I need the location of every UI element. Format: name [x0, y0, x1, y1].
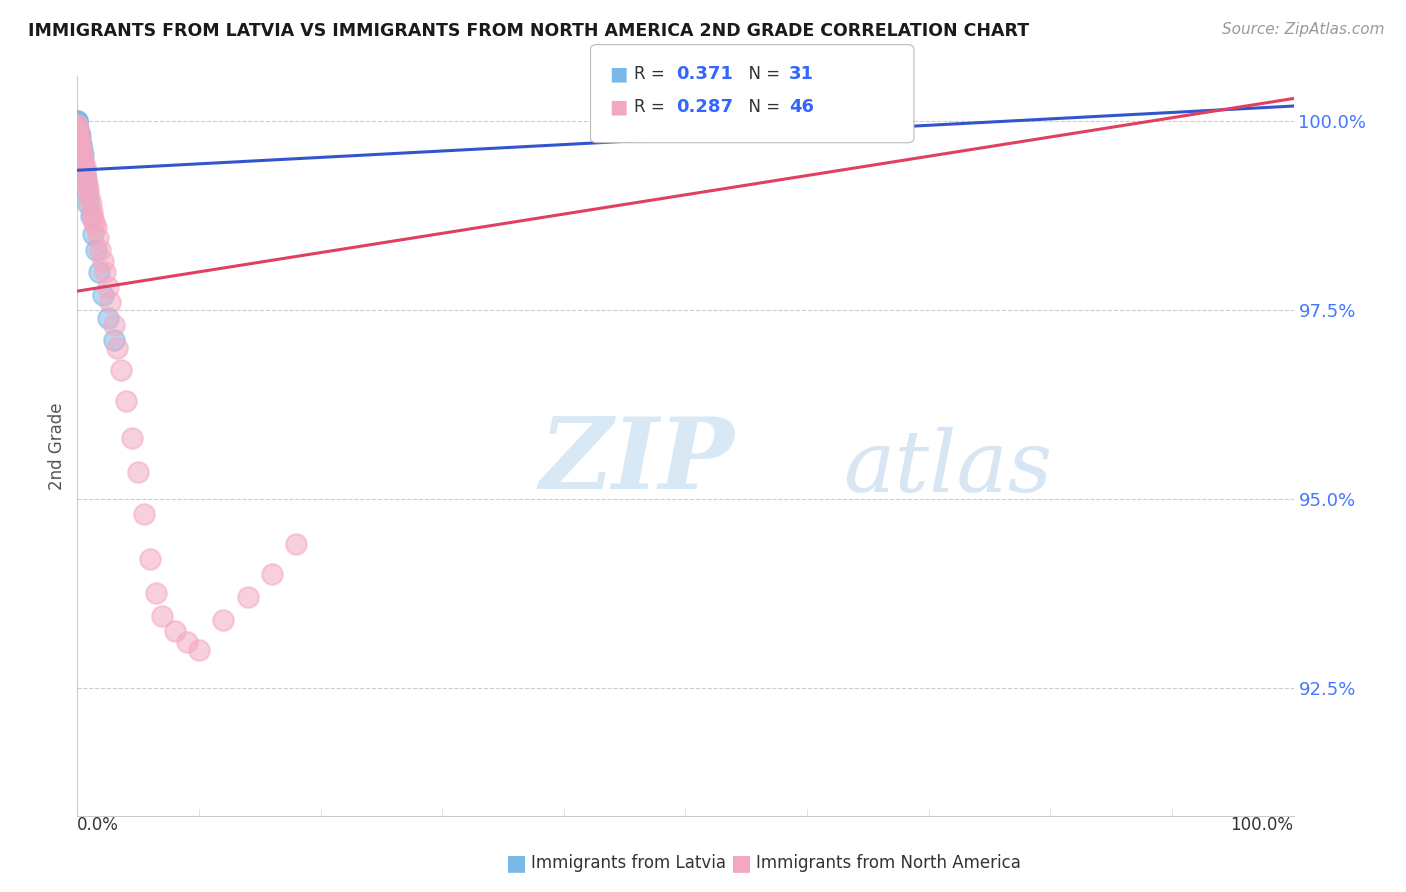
Text: 0.287: 0.287 — [676, 98, 734, 116]
Text: 100.0%: 100.0% — [1230, 816, 1294, 834]
Point — [94, 265, 117, 279]
Point — [75, 170, 97, 185]
Point — [66, 121, 89, 136]
Point — [84, 243, 107, 257]
Text: N =: N = — [738, 98, 786, 116]
Point — [73, 163, 96, 178]
Point — [103, 333, 125, 347]
Point — [66, 126, 89, 140]
Text: ■: ■ — [609, 64, 627, 84]
Point — [260, 567, 283, 582]
Point — [72, 152, 94, 166]
Point — [152, 609, 174, 624]
Point — [87, 231, 110, 245]
Text: IMMIGRANTS FROM LATVIA VS IMMIGRANTS FROM NORTH AMERICA 2ND GRADE CORRELATION CH: IMMIGRANTS FROM LATVIA VS IMMIGRANTS FRO… — [28, 22, 1029, 40]
Text: 0.0%: 0.0% — [77, 816, 120, 834]
Point — [115, 393, 138, 408]
Point — [134, 507, 156, 521]
Point — [70, 148, 93, 162]
Point — [91, 288, 114, 302]
Text: ■: ■ — [506, 854, 527, 873]
Point — [66, 126, 89, 140]
Point — [103, 318, 125, 332]
Point — [80, 204, 103, 219]
Point — [82, 212, 104, 227]
Point — [89, 243, 111, 257]
Point — [212, 613, 235, 627]
Point — [236, 590, 259, 604]
Text: 46: 46 — [789, 98, 814, 116]
Point — [97, 280, 120, 294]
Point — [127, 466, 149, 480]
Text: ■: ■ — [609, 97, 627, 117]
Point — [66, 121, 89, 136]
Point — [82, 227, 104, 242]
Point — [70, 136, 93, 151]
Point — [66, 114, 89, 128]
Point — [66, 114, 89, 128]
Point — [72, 148, 94, 162]
Point — [76, 178, 98, 193]
Point — [139, 552, 162, 566]
Point — [83, 216, 105, 230]
Point — [97, 310, 120, 325]
Point — [66, 121, 89, 136]
Text: R =: R = — [634, 98, 671, 116]
Point — [66, 121, 89, 136]
Point — [107, 341, 129, 355]
Point — [69, 136, 91, 151]
Point — [73, 167, 96, 181]
Point — [80, 209, 103, 223]
Point — [89, 265, 111, 279]
Text: Source: ZipAtlas.com: Source: ZipAtlas.com — [1222, 22, 1385, 37]
Point — [163, 624, 186, 639]
Point — [70, 140, 93, 154]
Point — [69, 140, 91, 154]
Text: ■: ■ — [731, 854, 752, 873]
Point — [67, 129, 90, 144]
Point — [176, 635, 198, 649]
Point — [79, 190, 101, 204]
Text: atlas: atlas — [844, 427, 1053, 509]
Y-axis label: 2nd Grade: 2nd Grade — [48, 402, 66, 490]
Point — [70, 145, 93, 159]
Point — [67, 136, 90, 151]
Point — [76, 186, 98, 200]
Point — [69, 136, 91, 151]
Point — [66, 118, 89, 132]
Text: Immigrants from Latvia: Immigrants from Latvia — [531, 855, 727, 872]
Point — [77, 197, 100, 211]
Point — [285, 537, 308, 551]
Point — [91, 254, 114, 268]
Point — [67, 126, 90, 140]
Point — [66, 114, 89, 128]
Point — [84, 219, 107, 234]
Point — [66, 136, 89, 151]
Point — [75, 175, 97, 189]
Point — [70, 145, 93, 159]
Point — [66, 118, 89, 132]
Text: 31: 31 — [789, 65, 814, 83]
Point — [77, 182, 100, 196]
Point — [110, 363, 132, 377]
Point — [145, 586, 167, 600]
Text: R =: R = — [634, 65, 671, 83]
Point — [66, 118, 89, 132]
Point — [73, 160, 96, 174]
Point — [66, 129, 89, 144]
Point — [80, 197, 103, 211]
Point — [66, 118, 89, 132]
Point — [188, 643, 211, 657]
Point — [98, 295, 121, 310]
Point — [72, 160, 94, 174]
Text: N =: N = — [738, 65, 786, 83]
Point — [67, 129, 90, 144]
Point — [67, 133, 90, 147]
Text: ZIP: ZIP — [540, 413, 734, 509]
Point — [121, 432, 143, 446]
Text: Immigrants from North America: Immigrants from North America — [756, 855, 1021, 872]
Point — [69, 129, 91, 144]
Text: 0.371: 0.371 — [676, 65, 733, 83]
